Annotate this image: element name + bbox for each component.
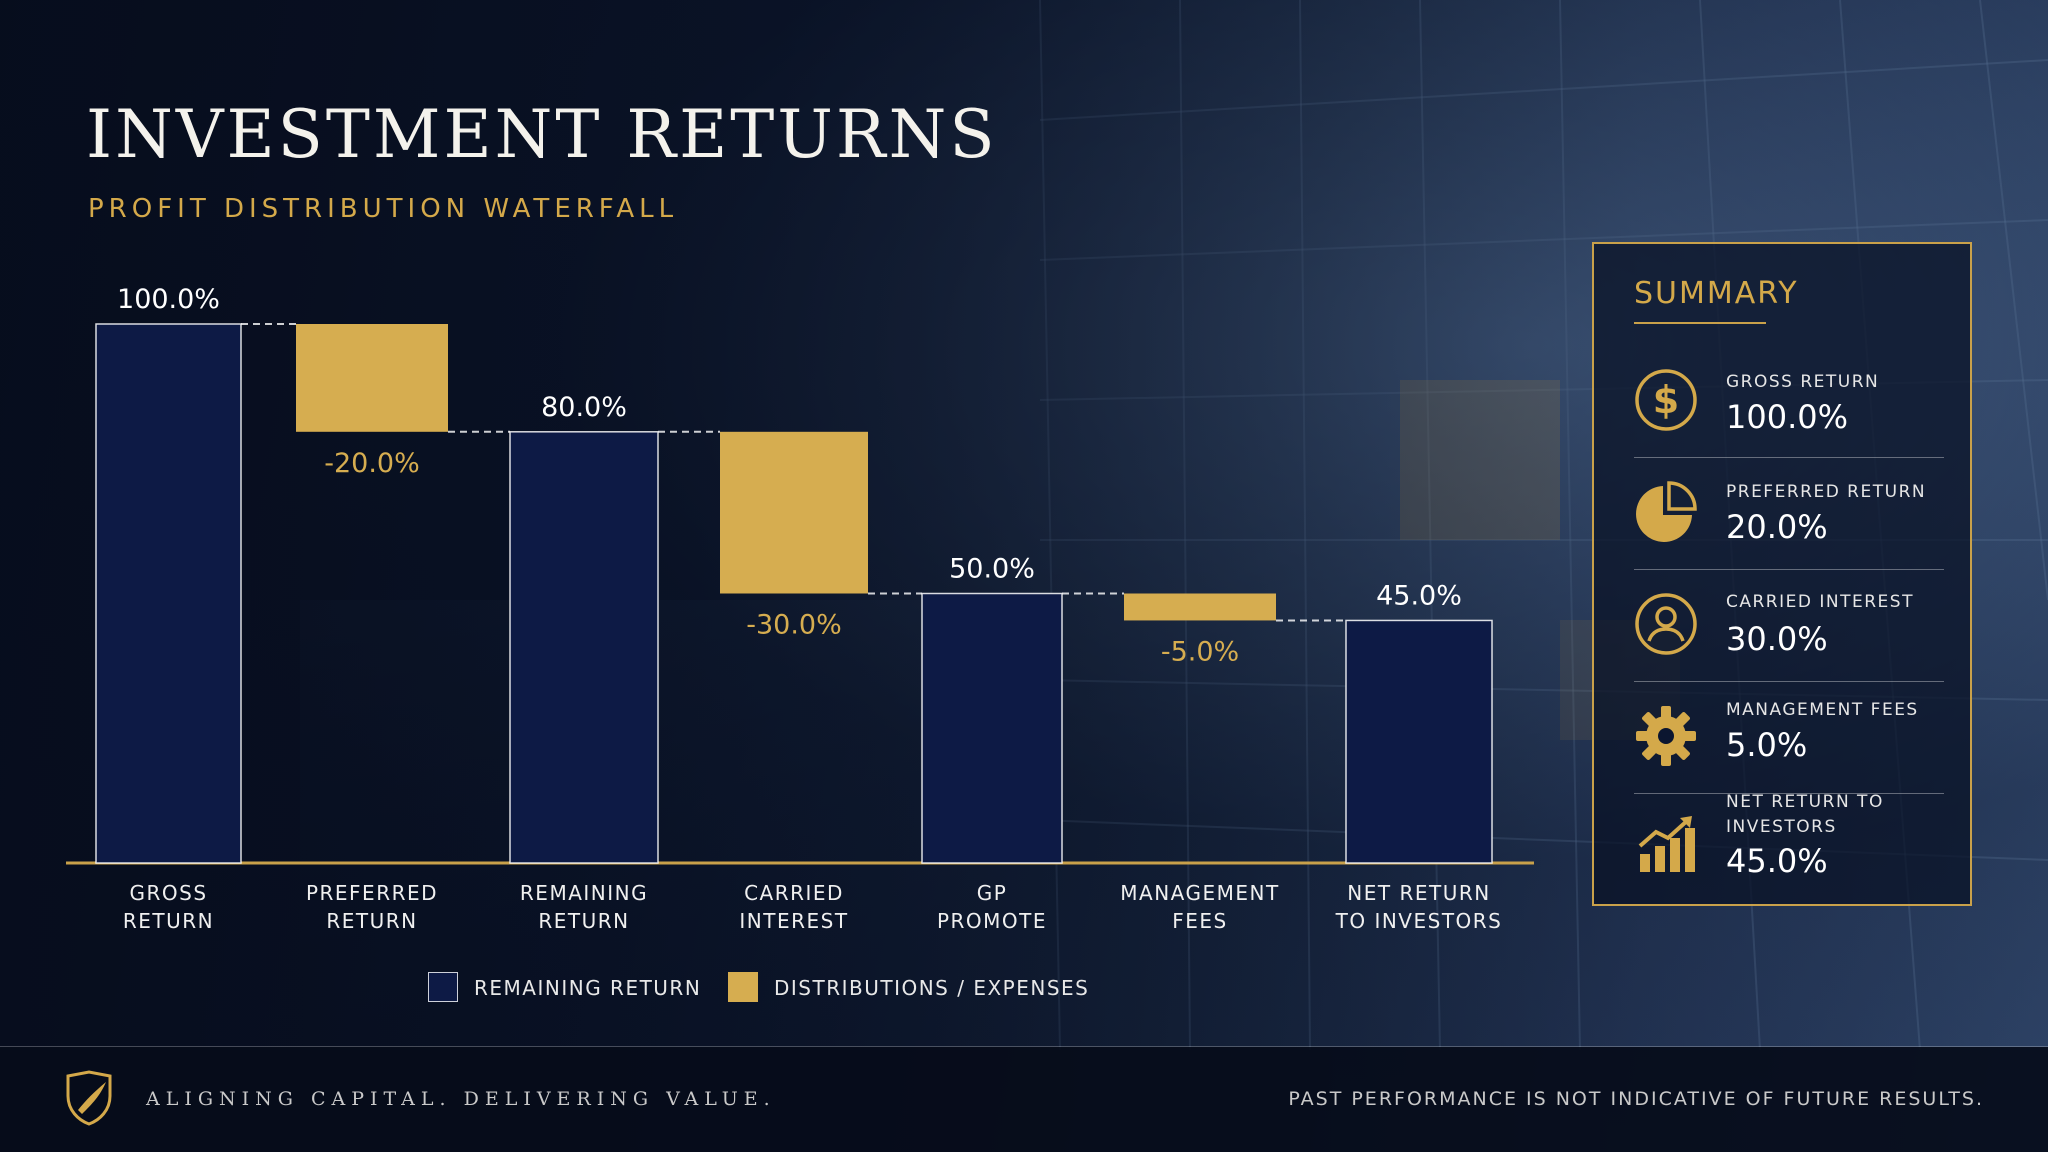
summary-divider [1634, 793, 1944, 794]
footer-divider [0, 1046, 2048, 1047]
summary-title: SUMMARY [1634, 276, 1799, 311]
summary-label: NET RETURN TO INVESTORS [1726, 792, 1884, 837]
data-label: 45.0% [1376, 580, 1462, 611]
bar-4 [720, 431, 868, 594]
summary-item-carried-interest: CARRIED INTEREST 30.0% [1634, 570, 1944, 682]
gear-icon [1636, 706, 1696, 766]
bar-2 [296, 324, 448, 432]
bar-7 [1345, 619, 1493, 864]
category-label: REMAINING [520, 881, 648, 905]
bar-6 [1124, 593, 1276, 621]
category-label: INTEREST [739, 909, 848, 933]
category-label: PREFERRED [306, 881, 438, 905]
summary-value: 45.0% [1726, 842, 1828, 880]
summary-label: PREFERRED RETURN [1726, 482, 1927, 502]
legend-swatch-distributions [728, 972, 758, 1002]
category-label: MANAGEMENT [1120, 881, 1279, 905]
person-icon [1635, 593, 1697, 655]
bar-3 [509, 431, 659, 864]
legend-label: DISTRIBUTIONS / EXPENSES [774, 976, 1090, 1000]
category-label: GP [977, 881, 1008, 905]
summary-divider [1634, 569, 1944, 570]
shield-logo-icon [66, 1070, 112, 1126]
growth-chart-icon [1638, 816, 1695, 872]
category-label: TO INVESTORS [1335, 909, 1503, 933]
category-label: RETURN [123, 909, 214, 933]
summary-value: 20.0% [1726, 508, 1828, 546]
svg-text:$: $ [1653, 378, 1679, 422]
footer-bar [0, 1047, 2048, 1152]
category-label: RETURN [326, 909, 417, 933]
category-label: PROMOTE [937, 909, 1047, 933]
legend-label: REMAINING RETURN [474, 976, 702, 1000]
page-subtitle: PROFIT DISTRIBUTION WATERFALL [88, 194, 679, 224]
summary-item-preferred-return: PREFERRED RETURN 20.0% [1634, 458, 1944, 570]
category-label: CARRIED [744, 881, 844, 905]
footer-tagline: ALIGNING CAPITAL. DELIVERING VALUE. [146, 1088, 776, 1110]
summary-item-management-fees: MANAGEMENT FEES 5.0% [1634, 682, 1944, 794]
data-label: 100.0% [117, 284, 220, 315]
summary-panel: SUMMARY $ GROSS RETURN 100.0% PREFERRED … [1592, 242, 1972, 906]
summary-item-net-return: NET RETURN TO INVESTORS 45.0% [1634, 792, 1944, 906]
summary-item-gross-return: $ GROSS RETURN 100.0% [1634, 346, 1944, 458]
summary-divider [1634, 681, 1944, 682]
data-label: -20.0% [324, 448, 420, 479]
category-label: FEES [1172, 909, 1227, 933]
data-label: -5.0% [1161, 636, 1239, 667]
category-label: NET RETURN [1347, 881, 1490, 905]
summary-value: 100.0% [1726, 398, 1849, 436]
summary-label: MANAGEMENT FEES [1726, 700, 1919, 720]
category-label: GROSS [129, 881, 207, 905]
page-title: INVESTMENT RETURNS [86, 96, 998, 173]
summary-value: 30.0% [1726, 620, 1828, 658]
bar-1 [95, 323, 242, 864]
summary-divider [1634, 457, 1944, 458]
category-label: RETURN [538, 909, 629, 933]
summary-value: 5.0% [1726, 726, 1808, 764]
data-label: 50.0% [949, 554, 1035, 585]
summary-label: CARRIED INTEREST [1726, 592, 1914, 612]
pie-chart-icon [1636, 481, 1697, 542]
summary-underline [1634, 322, 1766, 324]
dollar-icon: $ [1635, 369, 1697, 431]
summary-label: GROSS RETURN [1726, 372, 1880, 392]
legend-swatch-remaining [428, 972, 458, 1002]
bar-5 [921, 592, 1063, 864]
data-label: 80.0% [541, 392, 627, 423]
data-label: -30.0% [746, 610, 842, 641]
footer-disclaimer: PAST PERFORMANCE IS NOT INDICATIVE OF FU… [1288, 1088, 1984, 1110]
